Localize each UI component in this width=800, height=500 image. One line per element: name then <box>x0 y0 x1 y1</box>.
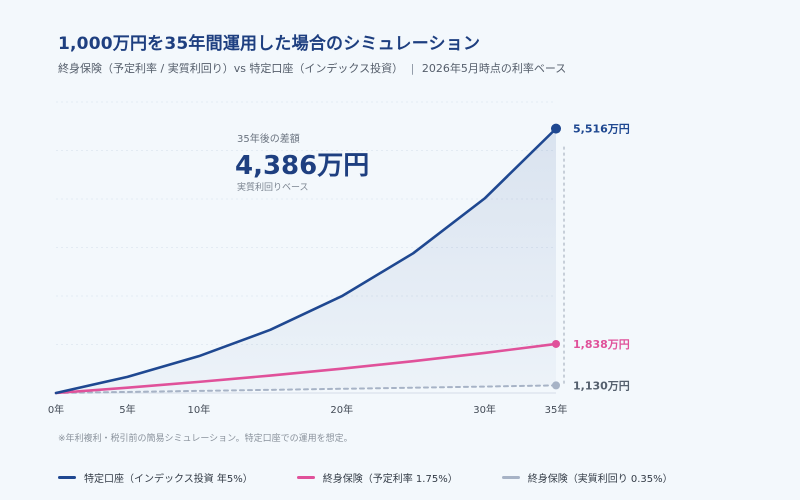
marker-layer <box>551 123 561 390</box>
series-layer <box>54 127 558 395</box>
series-end-marker-1 <box>552 339 560 348</box>
legend-swatch-insurance-real <box>501 476 520 479</box>
legend-label-index: 特定口座（インデックス投資 年5%） <box>84 474 253 485</box>
subtitle-main: 終身保険（予定利率 / 実質利回り）vs 特定口座（インデックス投資） <box>58 62 404 75</box>
area-layer <box>56 128 556 393</box>
subtitle-separator: | <box>410 62 415 75</box>
subtitle-date: 2026年5月時点の利率ベース <box>421 62 567 75</box>
series-line-1 <box>54 342 558 395</box>
annotation-value: 4,386万円 <box>235 151 369 181</box>
difference-area <box>56 128 556 393</box>
legend-swatch-index <box>58 476 76 479</box>
legend-label-insurance-planned: 終身保険（予定利率 1.75%） <box>322 474 458 485</box>
line-chart: 5,516万円 1,838万円 1,130万円 0年 5年 10年 20年 30年 35年 3… <box>48 101 630 416</box>
series-line-0 <box>54 127 558 395</box>
annotation-label: 35年後の差額 <box>237 132 300 145</box>
annotation-layer: 35年後の差額 4,386万円 実質利回りベース <box>235 132 369 193</box>
label-layer: 5,516万円 1,838万円 1,130万円 <box>563 123 630 392</box>
series-end-label-1: 1,838万円 <box>573 338 630 351</box>
legend-label-insurance-real: 終身保険（実質利回り 0.35%） <box>527 474 673 485</box>
x-tick-label: 35年 <box>545 403 568 416</box>
x-tick-label: 30年 <box>473 403 496 416</box>
legend-swatch-insurance-planned <box>296 476 315 479</box>
legend-item-insurance-planned: 終身保険（予定利率 1.75%） <box>296 470 458 485</box>
series-end-marker-2 <box>552 381 560 390</box>
x-tick-label: 10年 <box>187 403 210 416</box>
legend: 特定口座（インデックス投資 年5%） 終身保険（予定利率 1.75%） 終身保険… <box>58 470 673 485</box>
series-end-marker-0 <box>551 123 561 134</box>
series-end-label-0: 5,516万円 <box>573 123 630 136</box>
chart-title: 1,000万円を35年間運用した場合のシミュレーション <box>58 34 481 54</box>
x-tick-label: 20年 <box>330 403 353 416</box>
annotation-note: 実質利回りベース <box>237 181 309 193</box>
x-tick-label: 5年 <box>119 403 135 416</box>
legend-item-index: 特定口座（インデックス投資 年5%） <box>58 470 253 485</box>
series-line-2 <box>55 384 557 394</box>
tick-layer: 0年 5年 10年 20年 30年 35年 <box>48 403 568 416</box>
footnote: ※年利複利・税引前の簡易シミュレーション。特定口座での運用を想定。 <box>58 434 353 444</box>
legend-item-insurance-real: 終身保険（実質利回り 0.35%） <box>501 470 673 485</box>
chart-subtitle: 終身保険（予定利率 / 実質利回り）vs 特定口座（インデックス投資） | 20… <box>58 60 566 76</box>
series-end-label-2: 1,130万円 <box>573 379 630 392</box>
x-tick-label: 0年 <box>48 403 64 416</box>
